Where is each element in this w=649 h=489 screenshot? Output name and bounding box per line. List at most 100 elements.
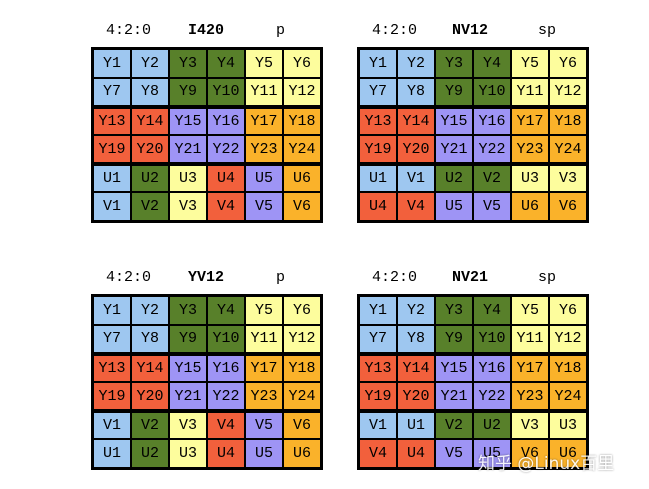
grid-cell: Y1 xyxy=(359,49,397,78)
grid-cell: Y4 xyxy=(207,296,245,325)
grid-cell: V6 xyxy=(283,410,321,439)
grid-cell: U5 xyxy=(473,438,511,468)
grid-cell: Y3 xyxy=(169,296,207,325)
grid-cell: V5 xyxy=(435,438,473,468)
grid-cell: V3 xyxy=(511,410,549,439)
grid-cell: V5 xyxy=(245,410,283,439)
grid-cell: Y14 xyxy=(131,106,169,135)
grid-cell: Y1 xyxy=(93,49,131,78)
grid-cell: Y18 xyxy=(549,106,587,135)
grid-cell: Y3 xyxy=(435,49,473,78)
grid-cell: Y14 xyxy=(397,353,435,382)
grid-cell: Y23 xyxy=(245,134,283,164)
grid-cell: Y22 xyxy=(207,134,245,164)
grid-cell: Y12 xyxy=(549,77,587,107)
grid-cell: Y6 xyxy=(549,49,587,78)
grid-cell: U1 xyxy=(359,163,397,192)
grid-cell: V6 xyxy=(511,438,549,468)
grid-cell: U3 xyxy=(511,163,549,192)
grid-cell: Y7 xyxy=(359,324,397,354)
grid-cell: Y8 xyxy=(131,324,169,354)
panel-format-name: NV12 xyxy=(452,22,489,39)
grid-cell: U1 xyxy=(93,438,131,468)
watermark-text: 知乎 @Linux百里 xyxy=(478,454,615,474)
panel-ratio-label: 4:2:0 xyxy=(372,269,418,286)
grid-cell: Y6 xyxy=(549,296,587,325)
grid-cell: U6 xyxy=(283,163,321,192)
grid-cell: Y6 xyxy=(283,296,321,325)
grid-cell: V4 xyxy=(397,191,435,221)
grid-cell: Y17 xyxy=(245,106,283,135)
panel-ratio-label: 4:2:0 xyxy=(372,22,418,39)
grid-cell: Y10 xyxy=(473,77,511,107)
grid-cell: Y4 xyxy=(207,49,245,78)
grid-cell: Y8 xyxy=(397,77,435,107)
panel-ratio-label: 4:2:0 xyxy=(106,269,152,286)
grid-cell: Y19 xyxy=(93,381,131,411)
grid-cell: U1 xyxy=(93,163,131,192)
grid-cell: Y9 xyxy=(435,77,473,107)
grid-cell: Y14 xyxy=(131,353,169,382)
grid-cell: U4 xyxy=(207,438,245,468)
grid-cell: Y12 xyxy=(549,324,587,354)
grid-cell: Y16 xyxy=(473,106,511,135)
grid-cell: Y21 xyxy=(435,381,473,411)
grid-cell: Y10 xyxy=(207,324,245,354)
panel-format-name: NV21 xyxy=(452,269,489,286)
grid-cell: Y3 xyxy=(169,49,207,78)
grid-cell: Y13 xyxy=(93,106,131,135)
grid-cell: Y18 xyxy=(283,106,321,135)
grid-cell: Y1 xyxy=(93,296,131,325)
grid-cell: Y2 xyxy=(397,296,435,325)
grid-cell: Y2 xyxy=(131,49,169,78)
grid-cell: V1 xyxy=(93,191,131,221)
grid-cell: Y2 xyxy=(131,296,169,325)
grid-cell: U6 xyxy=(283,438,321,468)
grid-cell: Y7 xyxy=(93,77,131,107)
grid-cell: V6 xyxy=(549,191,587,221)
grid-cell: Y20 xyxy=(131,134,169,164)
grid-cell: V4 xyxy=(207,191,245,221)
grid-cell: Y19 xyxy=(359,134,397,164)
grid-cell: Y5 xyxy=(245,296,283,325)
grid-cell: Y13 xyxy=(359,106,397,135)
grid-cell: Y9 xyxy=(435,324,473,354)
grid-cell: U2 xyxy=(435,163,473,192)
grid-cell: Y11 xyxy=(245,324,283,354)
grid-cell: U3 xyxy=(169,438,207,468)
grid-cell: Y12 xyxy=(283,77,321,107)
grid-cell: Y19 xyxy=(359,381,397,411)
panel-format-kind: sp xyxy=(538,22,557,39)
grid-cell: V5 xyxy=(245,191,283,221)
panel-format-name: YV12 xyxy=(188,269,225,286)
grid-cell: Y5 xyxy=(511,49,549,78)
grid-cell: Y24 xyxy=(549,381,587,411)
grid-cell: Y11 xyxy=(511,77,549,107)
grid-cell: U4 xyxy=(359,191,397,221)
grid-cell: Y9 xyxy=(169,324,207,354)
grid-cell: V6 xyxy=(283,191,321,221)
grid-cell: Y22 xyxy=(473,381,511,411)
grid-cell: U2 xyxy=(473,410,511,439)
grid-cell: Y22 xyxy=(207,381,245,411)
grid-cell: Y21 xyxy=(169,381,207,411)
grid-cell: Y10 xyxy=(473,324,511,354)
panel-format-kind: sp xyxy=(538,269,557,286)
grid-cell: Y18 xyxy=(549,353,587,382)
grid-cell: Y23 xyxy=(511,134,549,164)
pixel-grid-nv12: Y1 Y2 Y3 Y4 Y5 Y6 Y7 Y8 Y9 Y10 Y11 Y12 Y13 Y14 Y15 Y16 Y… xyxy=(357,47,589,223)
grid-cell: Y1 xyxy=(359,296,397,325)
grid-cell: Y15 xyxy=(169,106,207,135)
pixel-grid-yv12: Y1 Y2 Y3 Y4 Y5 Y6 Y7 Y8 Y9 Y10 Y11 Y12 Y13 Y14 Y15 Y16 Y… xyxy=(91,294,323,470)
grid-cell: Y20 xyxy=(397,134,435,164)
grid-cell: U2 xyxy=(131,438,169,468)
grid-cell: Y2 xyxy=(397,49,435,78)
grid-cell: V5 xyxy=(473,191,511,221)
grid-cell: V1 xyxy=(359,410,397,439)
grid-cell: U3 xyxy=(169,163,207,192)
grid-cell: V2 xyxy=(435,410,473,439)
grid-cell: Y5 xyxy=(511,296,549,325)
grid-cell: Y17 xyxy=(511,106,549,135)
grid-cell: Y15 xyxy=(435,353,473,382)
grid-cell: Y24 xyxy=(549,134,587,164)
